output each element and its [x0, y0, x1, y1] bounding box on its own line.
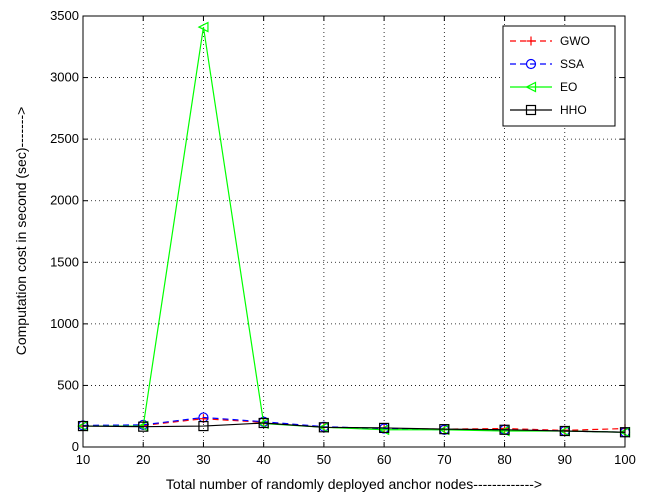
legend-label-eo: EO	[560, 80, 577, 94]
y-tick-label: 2000	[50, 193, 79, 208]
x-tick-label: 70	[437, 452, 451, 467]
y-tick-labels: 0 500 1000 1500 2000 2500 3000 3500	[50, 8, 79, 454]
y-tick-label: 3500	[50, 8, 79, 23]
y-tick-label: 2500	[50, 131, 79, 146]
legend-box	[502, 25, 616, 127]
legend-marker-hho	[525, 104, 537, 116]
y-tick-label: 0	[72, 439, 79, 454]
series-line-hho	[82, 422, 626, 433]
series-line-eo	[83, 26, 626, 433]
x-tick-labels: 10 20 30 40 50 60 70 80 90 100	[76, 452, 636, 467]
x-tick-label: 20	[136, 452, 150, 467]
data-point-hho	[198, 420, 209, 432]
x-tick-label: 100	[614, 452, 636, 467]
legend: GWO SSA EO HHO	[502, 25, 616, 127]
legend-marker-ssa	[525, 58, 537, 70]
data-point-hho	[318, 422, 329, 433]
legend-label-hho: HHO	[560, 103, 587, 117]
data-point-hho	[258, 417, 269, 429]
data-point-hho	[499, 424, 510, 435]
x-tick-label: 90	[558, 452, 572, 467]
data-point-hho	[379, 422, 390, 434]
data-point-hho	[439, 424, 450, 435]
x-tick-label: 30	[196, 452, 210, 467]
series-group	[77, 21, 631, 438]
legend-marker-eo	[525, 81, 537, 93]
y-tick-label: 1500	[50, 254, 79, 269]
x-tick-label: 60	[377, 452, 391, 467]
x-axis-label: Total number of randomly deployed anchor…	[166, 476, 542, 492]
legend-label-ssa: SSA	[560, 57, 584, 71]
x-tick-label: 50	[317, 452, 331, 467]
y-tick-label: 1000	[50, 316, 79, 331]
data-point-eo	[197, 21, 209, 33]
x-tick-label: 40	[256, 452, 270, 467]
y-tick-label: 3000	[50, 70, 79, 85]
plot-frame	[82, 15, 626, 448]
x-tick-label: 10	[76, 452, 90, 467]
y-axis-label: Computation cost in second (sec)------->	[13, 107, 29, 356]
y-tick-label: 500	[57, 377, 79, 392]
x-tick-label: 80	[497, 452, 511, 467]
data-point-hho	[138, 421, 149, 432]
legend-label-gwo: GWO	[560, 34, 590, 48]
legend-marker-gwo	[526, 36, 536, 46]
data-point-hho	[559, 425, 570, 437]
